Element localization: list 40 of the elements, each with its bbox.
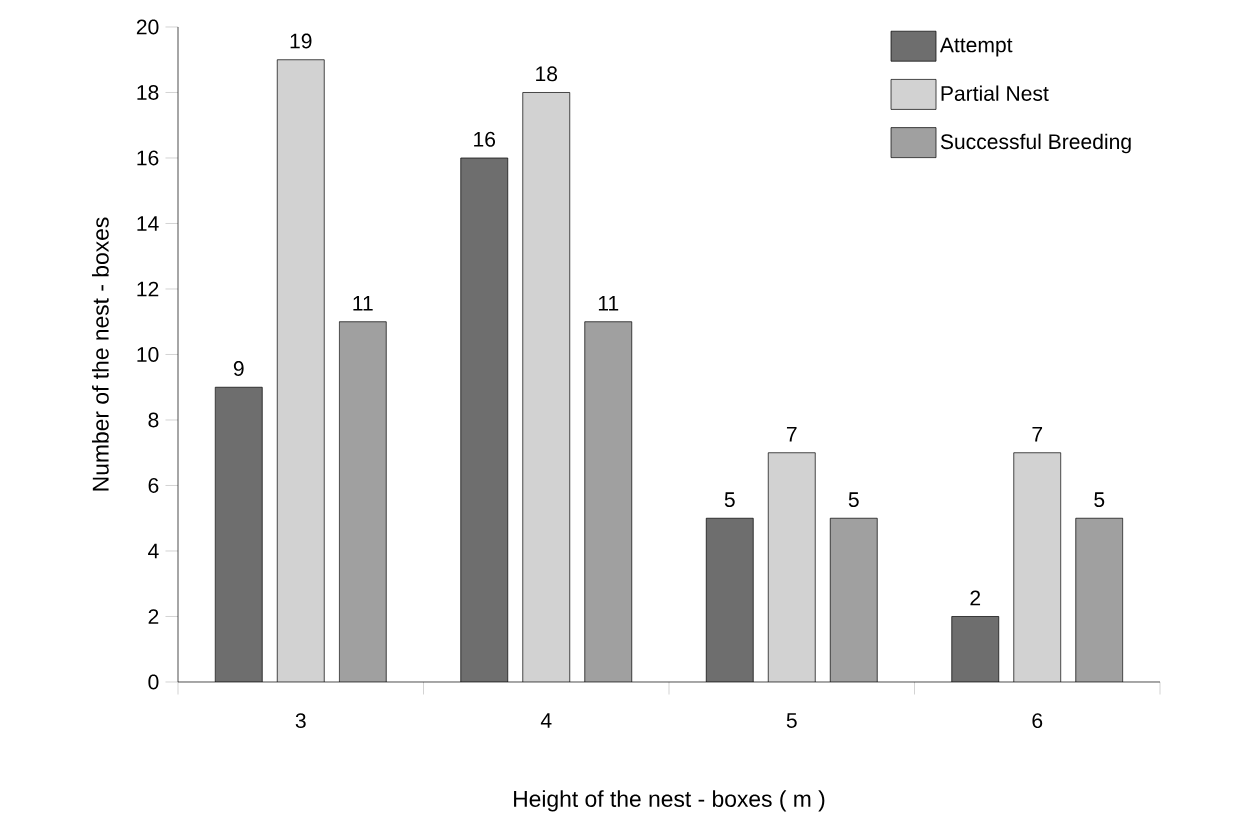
data-label: 16 [474,131,496,147]
bar [768,452,816,682]
legend-label: Attempt [939,37,1013,57]
legend-label: Partial Nest [941,85,1049,101]
y-tick-label: 12 [137,281,159,297]
x-tick-label: 6 [1032,713,1043,728]
data-label: 7 [786,426,797,442]
y-tick-label: 4 [148,543,159,559]
bar [460,157,508,682]
x-tick-label: 4 [540,713,552,728]
data-label: 2 [970,590,981,606]
bar [215,387,263,682]
data-label: 11 [598,295,619,311]
data-label: 5 [1094,492,1105,507]
data-label: 9 [233,360,244,376]
y-tick-label: 18 [137,84,159,100]
y-axis-title: Number of the nest - boxes [91,217,109,491]
data-label: 11 [353,295,373,311]
y-tick-label: 8 [148,412,159,428]
bar [277,59,325,682]
y-tick-label: 2 [148,608,159,624]
x-axis-title: Height of the nest - boxes ( m ) [514,790,825,812]
bar [706,518,754,682]
y-tick-label: 16 [137,150,159,166]
data-label: 7 [1032,426,1043,442]
y-tick-label: 10 [137,346,159,362]
data-label: 5 [724,492,735,507]
y-tick-label: 14 [137,216,159,231]
bar [522,92,570,682]
data-label: 5 [848,492,859,507]
data-label: 19 [290,33,312,49]
y-tick-label: 0 [148,674,159,690]
x-tick-label: 5 [786,713,797,728]
bar [1013,452,1062,682]
data-label: 18 [536,66,558,82]
x-tick-label: 3 [295,713,306,728]
legend-label: Successful Breeding [940,133,1131,154]
y-tick-label: 6 [148,477,159,493]
bar [951,615,1000,682]
y-tick-label: 20 [136,19,159,35]
